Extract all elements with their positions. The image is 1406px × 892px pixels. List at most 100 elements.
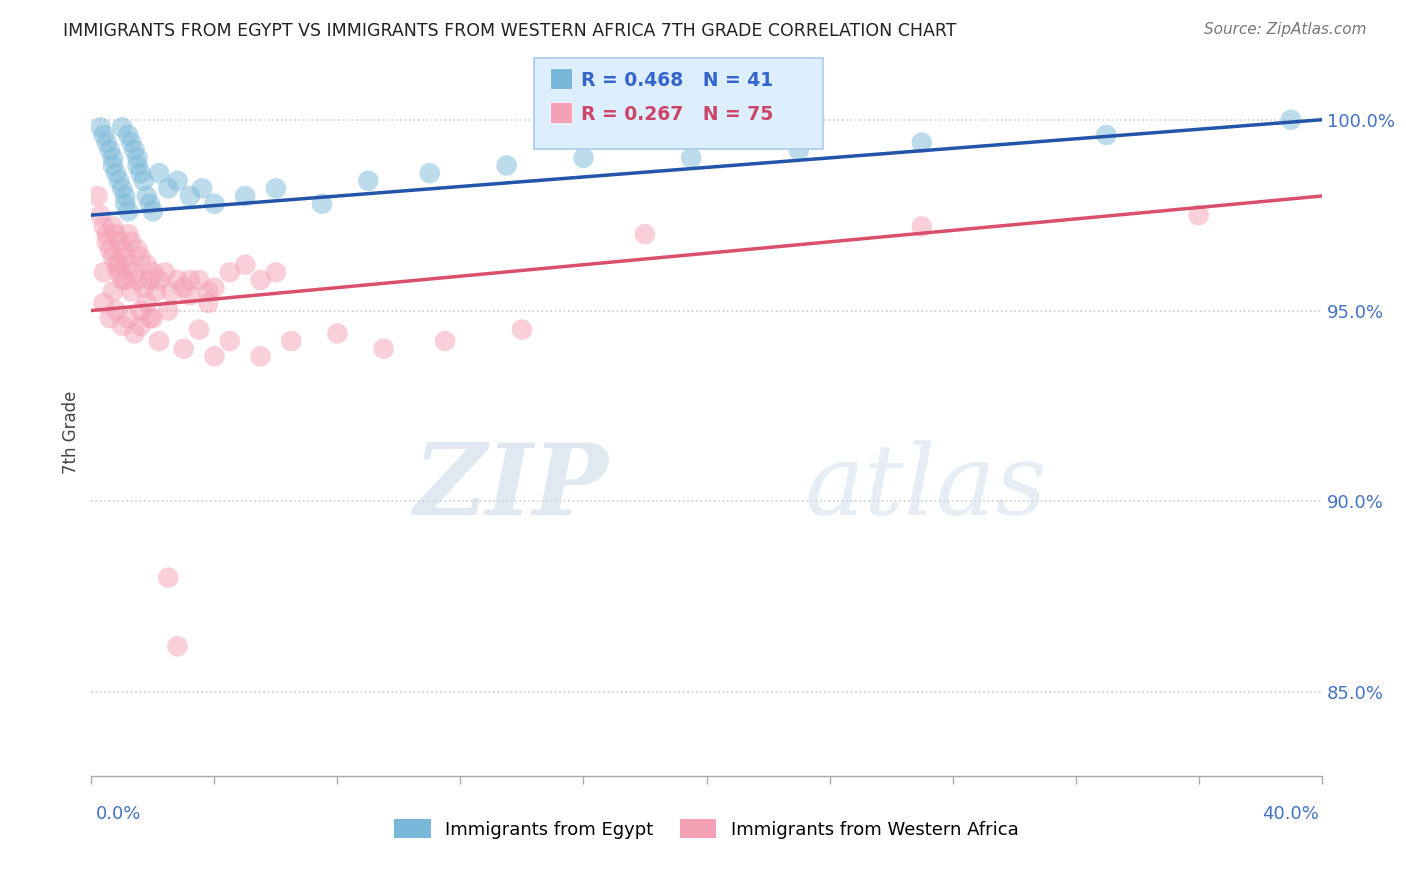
- Point: [202, 280, 225, 294]
- Point: [93, 128, 115, 142]
- Point: [572, 151, 595, 165]
- Point: [510, 323, 533, 337]
- Point: [157, 571, 180, 585]
- Point: [117, 311, 139, 326]
- Point: [96, 136, 118, 150]
- Point: [197, 285, 219, 299]
- Point: [311, 196, 333, 211]
- Point: [96, 235, 118, 249]
- Point: [173, 342, 195, 356]
- Point: [120, 235, 142, 249]
- Point: [188, 323, 211, 337]
- Point: [357, 174, 380, 188]
- Text: R = 0.267   N = 75: R = 0.267 N = 75: [581, 105, 773, 124]
- Point: [127, 243, 149, 257]
- Point: [101, 285, 124, 299]
- Text: R = 0.468   N = 41: R = 0.468 N = 41: [581, 71, 773, 90]
- Point: [117, 128, 139, 142]
- Point: [96, 227, 118, 242]
- Point: [117, 227, 139, 242]
- Point: [166, 174, 188, 188]
- Point: [157, 181, 180, 195]
- Point: [111, 273, 134, 287]
- Point: [166, 273, 188, 287]
- Point: [117, 204, 139, 219]
- Point: [249, 349, 271, 363]
- Point: [218, 265, 240, 279]
- Point: [142, 265, 165, 279]
- Point: [105, 166, 127, 180]
- Point: [105, 227, 127, 242]
- Point: [129, 303, 152, 318]
- Point: [233, 189, 256, 203]
- Point: [160, 285, 183, 299]
- Y-axis label: 7th Grade: 7th Grade: [62, 391, 80, 475]
- Text: ZIP: ZIP: [413, 440, 607, 536]
- Point: [108, 235, 131, 249]
- Point: [157, 303, 180, 318]
- Point: [124, 326, 146, 341]
- Point: [233, 258, 256, 272]
- Point: [90, 208, 112, 222]
- Point: [127, 273, 149, 287]
- Point: [98, 311, 121, 326]
- Point: [129, 166, 152, 180]
- Text: 40.0%: 40.0%: [1263, 805, 1319, 822]
- Point: [98, 243, 121, 257]
- Point: [188, 273, 211, 287]
- Text: Source: ZipAtlas.com: Source: ZipAtlas.com: [1204, 22, 1367, 37]
- Point: [419, 166, 441, 180]
- Point: [129, 250, 152, 264]
- Point: [218, 334, 240, 348]
- Point: [127, 151, 149, 165]
- Point: [179, 288, 201, 302]
- Point: [120, 285, 142, 299]
- Point: [124, 143, 146, 157]
- Point: [93, 219, 115, 234]
- Point: [114, 273, 136, 287]
- Point: [139, 273, 162, 287]
- Point: [202, 196, 225, 211]
- Point: [179, 273, 201, 287]
- Point: [153, 265, 177, 279]
- Point: [1187, 208, 1209, 222]
- Point: [787, 143, 810, 157]
- Point: [139, 311, 162, 326]
- Text: 0.0%: 0.0%: [96, 805, 141, 822]
- Point: [117, 258, 139, 272]
- Point: [90, 120, 112, 135]
- Point: [132, 174, 155, 188]
- Point: [101, 159, 124, 173]
- Text: atlas: atlas: [804, 440, 1047, 535]
- Point: [249, 273, 271, 287]
- Point: [264, 181, 287, 195]
- Point: [434, 334, 457, 348]
- Point: [98, 143, 121, 157]
- Point: [108, 265, 131, 279]
- Point: [142, 204, 165, 219]
- Point: [911, 136, 934, 150]
- Point: [114, 196, 136, 211]
- Point: [114, 250, 136, 264]
- Point: [179, 189, 201, 203]
- Point: [495, 159, 517, 173]
- Point: [108, 174, 131, 188]
- Point: [111, 318, 134, 333]
- Point: [86, 189, 108, 203]
- Point: [105, 258, 127, 272]
- Point: [280, 334, 302, 348]
- Point: [145, 285, 167, 299]
- Point: [1279, 112, 1302, 127]
- Point: [326, 326, 349, 341]
- Point: [114, 189, 136, 203]
- Point: [142, 311, 165, 326]
- Point: [202, 349, 225, 363]
- Point: [135, 189, 157, 203]
- Point: [191, 181, 214, 195]
- Point: [135, 258, 157, 272]
- Point: [120, 136, 142, 150]
- Point: [101, 151, 124, 165]
- Point: [173, 280, 195, 294]
- Point: [93, 265, 115, 279]
- Point: [132, 280, 155, 294]
